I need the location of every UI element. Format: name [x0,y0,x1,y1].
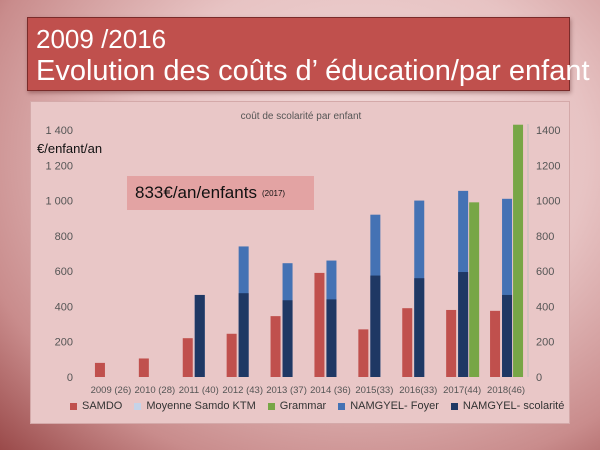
y-tick-left: 600 [55,266,73,278]
y-tick-left: 400 [55,301,73,313]
y-tick-left: 0 [67,372,73,384]
bar-chart: coût de scolarité par enfant 0 0 200 200 400 4… [45,111,560,396]
slide-title-box: 2009 /2016 Evolution des coûts d’ éducat… [27,17,590,91]
legend-item: Moyenne Samdo KTM [134,400,256,412]
slide-title-line2: Evolution des coûts d’ éducation/par enf… [36,55,590,87]
legend-item: NAMGYEL- scolarité [450,400,565,412]
y-tick-left: 1 400 [45,125,73,137]
bar-samdo [314,272,325,377]
bar-grammar [469,202,480,377]
legend-swatch [338,402,346,410]
bar-namgyel-scolarite [238,293,249,377]
y-tick-right: 800 [536,231,554,243]
x-tick-label: 2015(33) [355,385,393,396]
legend-label: Moyenne Samdo KTM [146,400,256,412]
legend-swatch [450,402,458,410]
chart-title: coût de scolarité par enfant [241,111,362,122]
slide-title-line1: 2009 /2016 [36,24,167,54]
bar-grammar [513,124,524,377]
bar-samdo [138,358,149,377]
bar-samdo [270,316,281,377]
y-tick-right: 1400 [536,125,560,137]
legend-item: SAMDO [70,400,122,412]
legend-swatch [70,402,77,410]
bar-namgyel-scolarite [282,300,293,377]
legend-label: NAMGYEL- Foyer [350,400,439,412]
y-tick-left: 800 [55,231,73,243]
y-axis-unit-label: €/enfant/an [37,141,103,156]
callout-main-text: 833€/an/enfants [135,183,257,202]
bar-namgyel-scolarite [370,275,381,377]
x-tick-label: 2012 (43) [222,385,263,396]
legend-label: SAMDO [82,400,123,412]
bar-samdo [490,310,501,377]
legend-swatch [134,402,142,410]
x-tick-label: 2014 (36) [310,385,351,396]
bar-samdo [182,338,193,377]
legend-label: NAMGYEL- scolarité [462,400,565,412]
bar-namgyel-scolarite [502,294,513,377]
cost-callout: 833€/an/enfants (2017) [127,176,314,210]
bar-namgyel-scolarite [458,272,469,377]
bar-samdo [226,333,237,377]
callout-sub-text: (2017) [261,188,286,198]
bar-namgyel-scolarite [194,294,205,377]
bar-namgyel-scolarite [326,299,337,377]
x-tick-label: 2016(33) [399,385,437,396]
chart-panel: coût de scolarité par enfant 0 0 200 200 400 4… [30,101,570,424]
y-tick-left: 1 200 [45,160,73,172]
x-tick-label: 2017(44) [443,385,481,396]
x-tick-label: 2011 (40) [179,385,219,396]
y-tick-right: 200 [536,337,554,349]
bar-samdo [358,329,369,377]
chart-legend: SAMDO Moyenne Samdo KTM Grammar NAMGYEL- Fo… [70,397,576,415]
x-tick-label: 2013 (37) [266,385,307,396]
bar-namgyel-scolarite [414,278,425,377]
y-tick-right: 1000 [536,196,560,208]
y-tick-left: 200 [55,337,73,349]
y-tick-right: 400 [536,301,554,313]
y-tick-right: 1200 [536,160,560,172]
bar-samdo [94,362,105,377]
x-tick-label: 2010 (28) [135,385,176,396]
legend-item: Grammar [267,400,327,412]
y-tick-right: 600 [536,266,554,278]
bar-samdo [446,309,457,377]
legend-label: Grammar [279,400,327,412]
y-tick-left: 1 000 [45,196,73,208]
x-tick-label: 2009 (26) [91,385,132,396]
y-tick-right: 0 [536,372,542,384]
bar-namgyel-foyer [502,198,513,377]
bar-samdo [402,308,413,377]
x-tick-label: 2018(46) [487,385,525,396]
legend-swatch [267,402,275,410]
legend-item: NAMGYEL- Foyer [338,400,439,412]
